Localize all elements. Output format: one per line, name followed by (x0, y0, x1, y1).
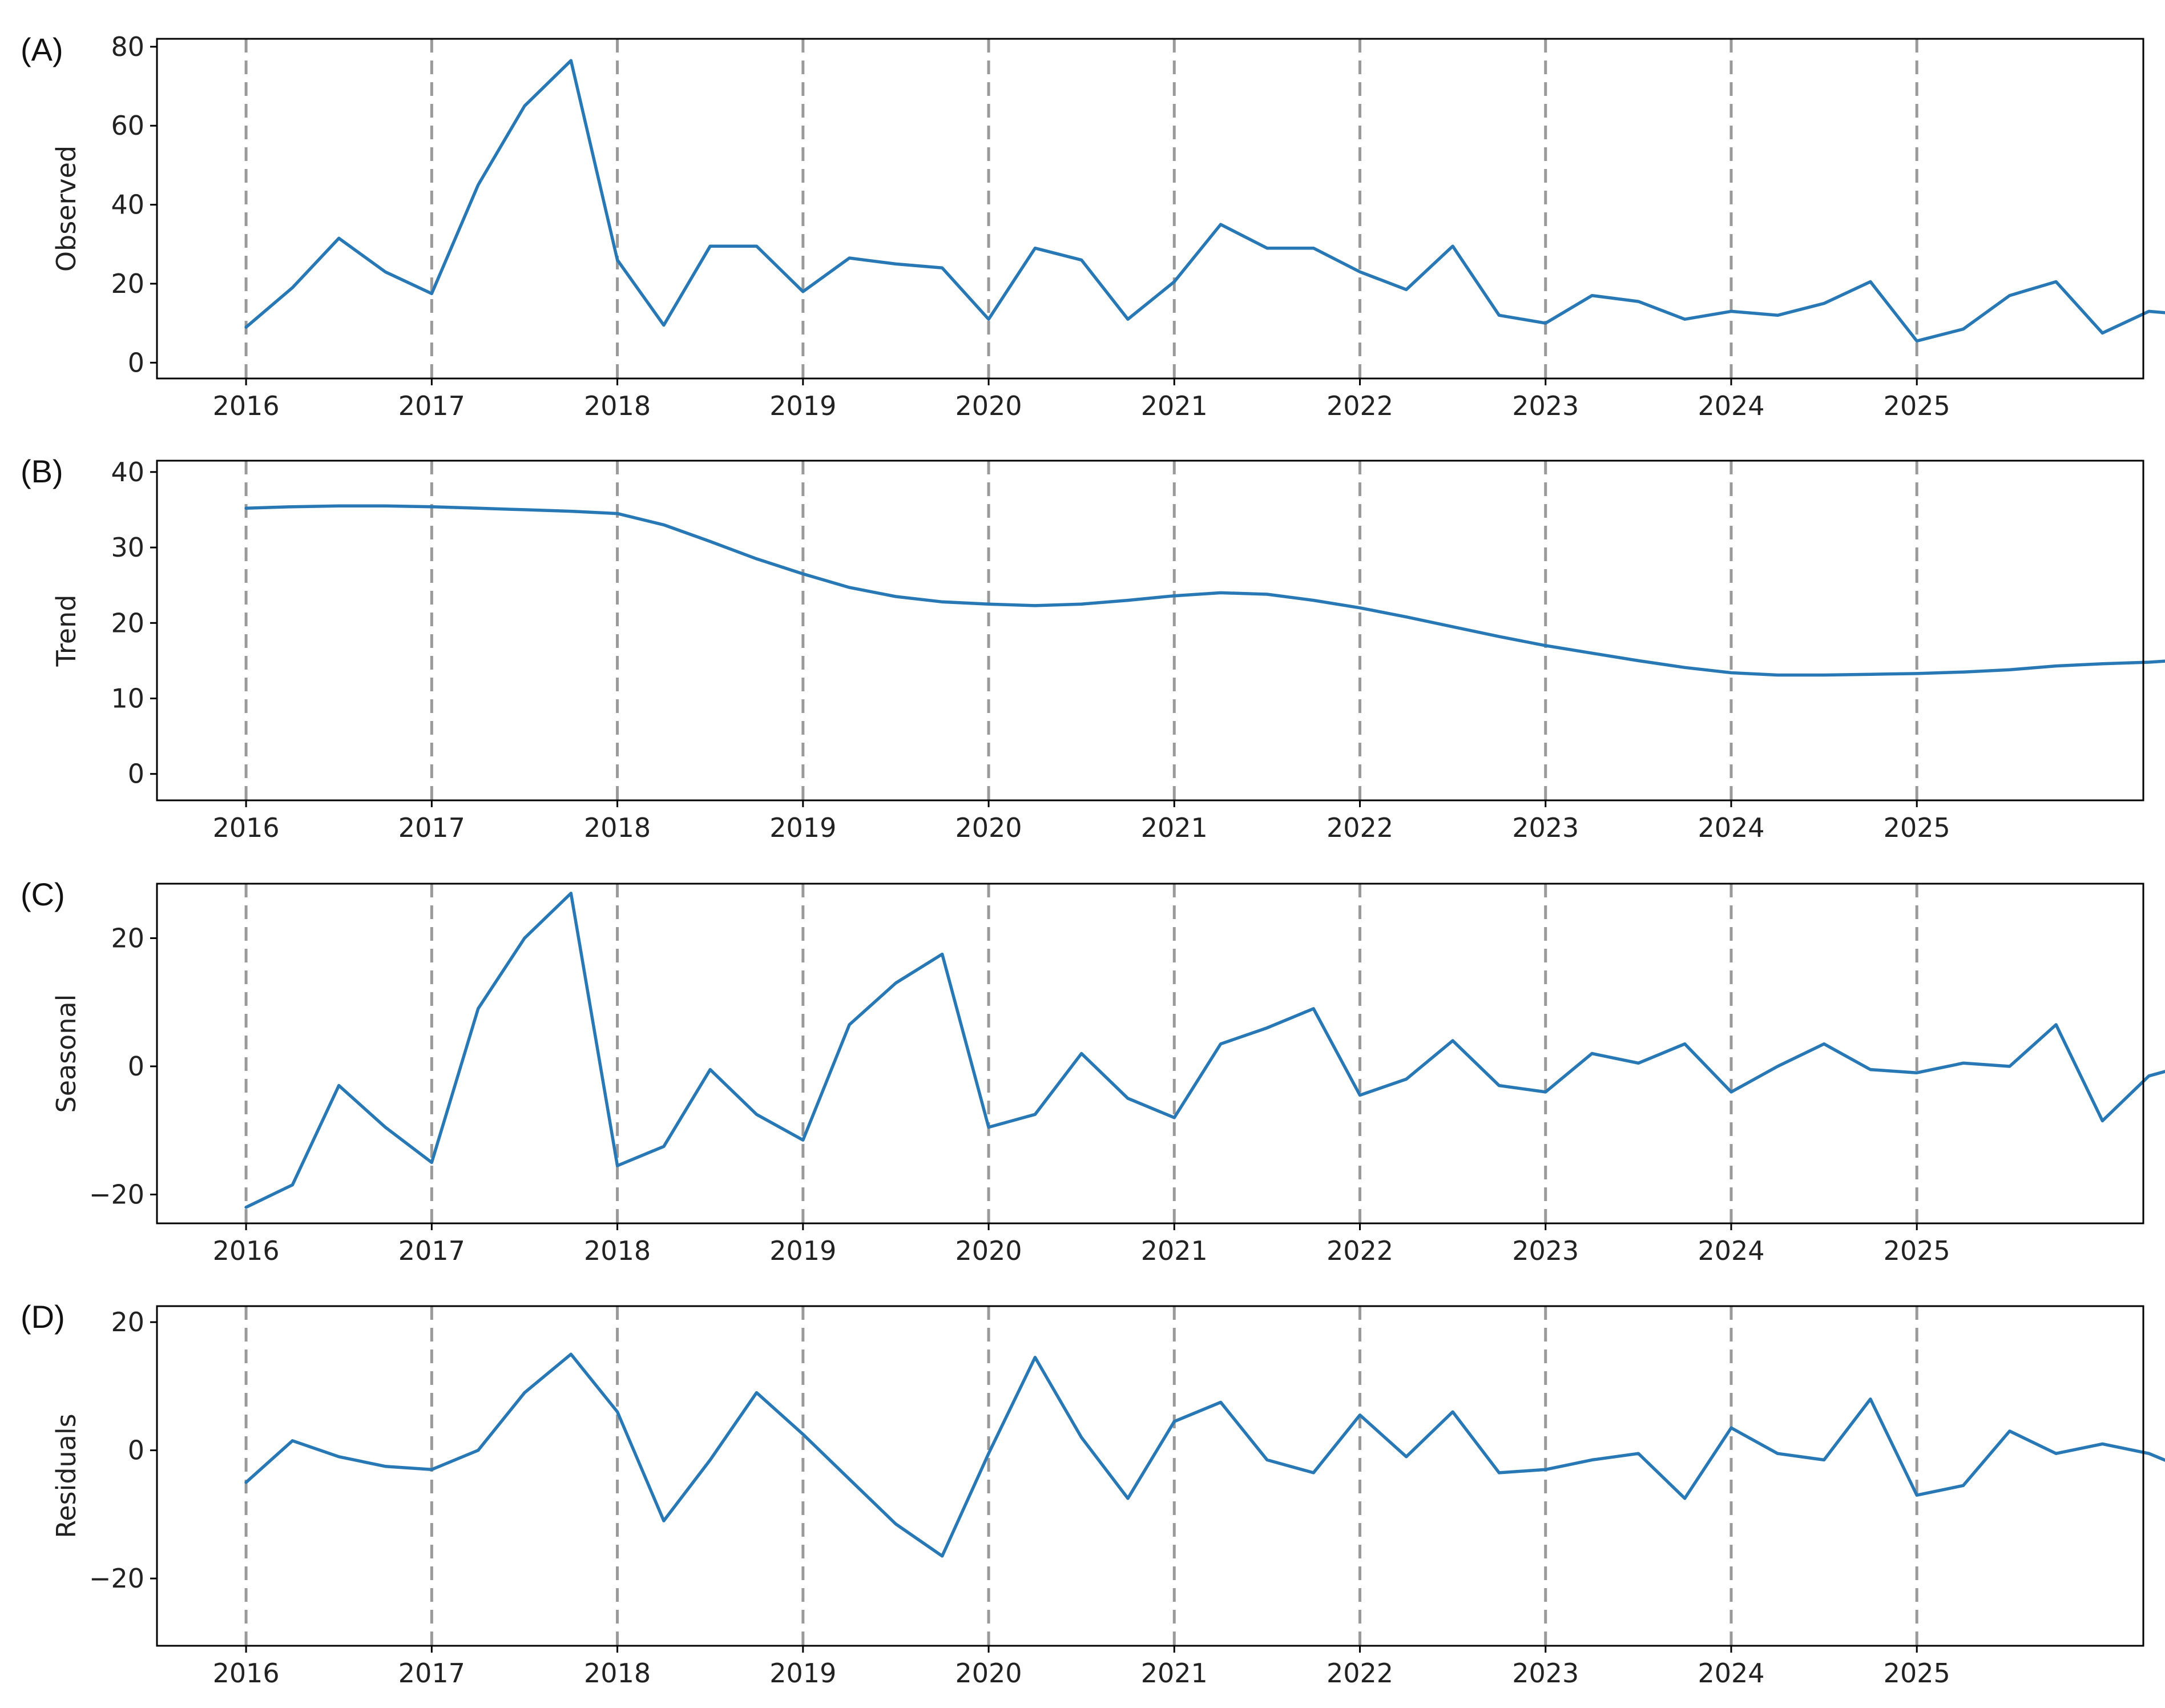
x-tick-label: 2017 (398, 1235, 465, 1266)
x-tick-label: 2021 (1141, 812, 1208, 843)
series-line (244, 892, 2165, 1209)
x-tick-label: 2020 (955, 390, 1022, 421)
x-tick-label: 2024 (1698, 390, 1764, 421)
panel-label: (A) (21, 31, 63, 67)
panel-label: (D) (21, 1299, 65, 1335)
x-tick-label: 2018 (584, 390, 651, 421)
x-tick-label: 2020 (955, 812, 1022, 843)
x-tick-label: 2022 (1327, 390, 1393, 421)
y-tick-label: 10 (111, 683, 144, 714)
panel-1: 2016 2017 2018 2019 2020 2021 2022 2023 2024 2025… (21, 453, 2165, 843)
x-tick-label: 2024 (1698, 812, 1764, 843)
y-axis-label: Trend (51, 595, 82, 667)
x-tick-label: 2022 (1327, 1658, 1393, 1689)
x-tick-label: 2016 (213, 1235, 280, 1266)
y-tick-label: 0 (128, 1435, 144, 1466)
axes-frame (156, 460, 2144, 801)
series-line (244, 1352, 2165, 1558)
x-tick-label: 2025 (1884, 390, 1950, 421)
y-tick-label: 0 (128, 347, 144, 378)
y-axis-label: Seasonal (51, 994, 82, 1113)
x-tick-label: 2022 (1327, 812, 1393, 843)
x-tick-label: 2017 (398, 390, 465, 421)
x-tick-label: 2023 (1512, 390, 1579, 421)
y-tick-label: −20 (89, 1179, 144, 1210)
series-line (244, 59, 2165, 343)
y-tick-label: 0 (128, 759, 144, 789)
y-axis-label: Observed (51, 146, 82, 272)
axes-frame (156, 1305, 2144, 1647)
panel-label: (B) (21, 453, 63, 489)
x-tick-label: 2016 (213, 390, 280, 421)
series-line (244, 504, 2165, 677)
y-tick-label: 40 (111, 457, 144, 488)
x-tick-label: 2021 (1141, 1658, 1208, 1689)
y-axis-label: Residuals (51, 1413, 82, 1538)
y-tick-label: 30 (111, 532, 144, 563)
y-tick-label: 20 (111, 923, 144, 953)
panel-label: (C) (21, 876, 65, 912)
y-tick-label: 20 (111, 268, 144, 299)
axes-frame (156, 883, 2144, 1224)
x-tick-label: 2025 (1884, 812, 1950, 843)
panel-3: 2016 2017 2018 2019 2020 2021 2022 2023 2024 2025… (21, 1299, 2165, 1689)
x-tick-label: 2024 (1698, 1658, 1764, 1689)
x-tick-label: 2023 (1512, 812, 1579, 843)
panel-2: 2016 2017 2018 2019 2020 2021 2022 2023 2024 2025… (21, 876, 2165, 1266)
x-tick-label: 2019 (769, 812, 836, 843)
x-tick-label: 2016 (213, 1658, 280, 1689)
y-tick-label: 80 (111, 31, 144, 62)
y-tick-label: 0 (128, 1051, 144, 1082)
x-tick-label: 2018 (584, 1658, 651, 1689)
y-tick-label: 20 (111, 607, 144, 638)
x-tick-label: 2021 (1141, 1235, 1208, 1266)
y-tick-label: 60 (111, 110, 144, 141)
x-tick-label: 2025 (1884, 1235, 1950, 1266)
y-tick-label: 40 (111, 190, 144, 220)
x-tick-label: 2024 (1698, 1235, 1764, 1266)
x-tick-label: 2019 (769, 1235, 836, 1266)
x-tick-label: 2018 (584, 812, 651, 843)
x-tick-label: 2020 (955, 1235, 1022, 1266)
axes-frame (156, 38, 2144, 380)
x-tick-label: 2020 (955, 1658, 1022, 1689)
x-tick-label: 2022 (1327, 1235, 1393, 1266)
x-tick-label: 2023 (1512, 1658, 1579, 1689)
y-tick-label: 20 (111, 1307, 144, 1338)
x-tick-label: 2019 (769, 390, 836, 421)
y-tick-label: −20 (89, 1563, 144, 1594)
x-tick-label: 2018 (584, 1235, 651, 1266)
x-tick-label: 2023 (1512, 1235, 1579, 1266)
x-tick-label: 2016 (213, 812, 280, 843)
panel-0: 2016 2017 2018 2019 2020 2021 2022 2023 2024 2025… (21, 31, 2165, 421)
x-tick-label: 2017 (398, 812, 465, 843)
x-tick-label: 2019 (769, 1658, 836, 1689)
x-tick-label: 2021 (1141, 390, 1208, 421)
x-tick-label: 2025 (1884, 1658, 1950, 1689)
x-tick-label: 2017 (398, 1658, 465, 1689)
